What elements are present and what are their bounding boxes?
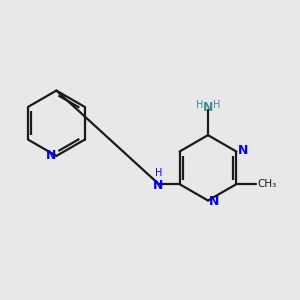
Text: N: N	[209, 195, 220, 208]
Text: H: H	[196, 100, 203, 110]
Text: H: H	[213, 100, 220, 110]
Text: N: N	[153, 179, 164, 192]
Text: N: N	[46, 149, 56, 162]
Text: N: N	[203, 101, 213, 114]
Text: CH₃: CH₃	[258, 179, 277, 189]
Text: H: H	[155, 168, 163, 178]
Text: N: N	[238, 144, 248, 158]
